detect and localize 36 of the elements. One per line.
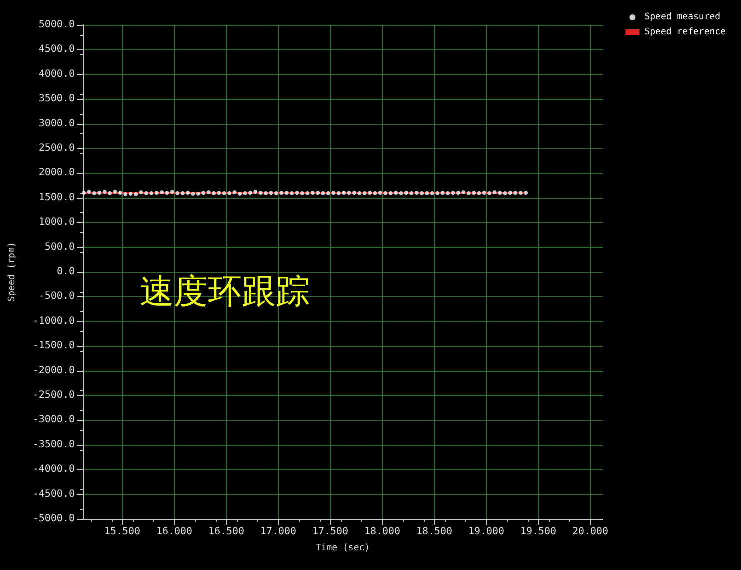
annotation: 速度环跟踪 [140, 272, 310, 312]
x-tick-label: 16.000 [156, 526, 193, 538]
y-tick-label: -5000.0 [32, 514, 75, 524]
y-tick-label: -1000.0 [32, 316, 75, 327]
y-tick-label: -3000.0 [32, 414, 75, 426]
y-tick-label: 1000.0 [38, 217, 75, 228]
y-tick-label: 4000.0 [38, 68, 75, 80]
x-tick-label: 18.500 [416, 526, 453, 538]
y-tick-label: 0.0 [56, 266, 75, 278]
x-tick-label: 20.000 [572, 526, 609, 538]
y-tick-label: -500.0 [38, 291, 75, 302]
x-axis-title: Time (sec) [316, 544, 370, 554]
x-tick-label: 15.500 [104, 526, 141, 538]
x-tick-label: 19.000 [468, 526, 505, 538]
y-tick-label: -3500.0 [32, 439, 75, 450]
legend-label: Speed reference [644, 28, 726, 38]
x-tick-label: 19.500 [520, 526, 557, 538]
y-tick-label: 3500.0 [38, 94, 75, 105]
x-tick-label: 17.000 [260, 526, 297, 538]
y-tick-label: 4500.0 [38, 44, 75, 56]
y-axis-title: Speed (rpm) [8, 242, 18, 302]
x-tick-label: 16.500 [208, 526, 245, 538]
y-tick-label: -2500.0 [32, 390, 75, 401]
y-tick-label: -1500.0 [32, 340, 75, 352]
y-tick-label: 500.0 [44, 242, 75, 253]
y-tick-label: -4500.0 [32, 488, 75, 500]
y-tick-label: 3000.0 [38, 118, 75, 130]
y-tick-label: -4000.0 [32, 464, 75, 476]
y-tick-label: 2000.0 [38, 168, 75, 179]
y-tick-label: 2500.0 [38, 143, 75, 154]
y-tick-label: 1500.0 [38, 192, 75, 204]
legend-label: Speed measured [644, 12, 721, 22]
x-tick-label: 18.000 [364, 526, 401, 538]
x-tick-label: 17.500 [312, 526, 349, 538]
y-tick-label: 5000.0 [38, 20, 75, 30]
y-tick-label: -2000.0 [32, 365, 75, 376]
